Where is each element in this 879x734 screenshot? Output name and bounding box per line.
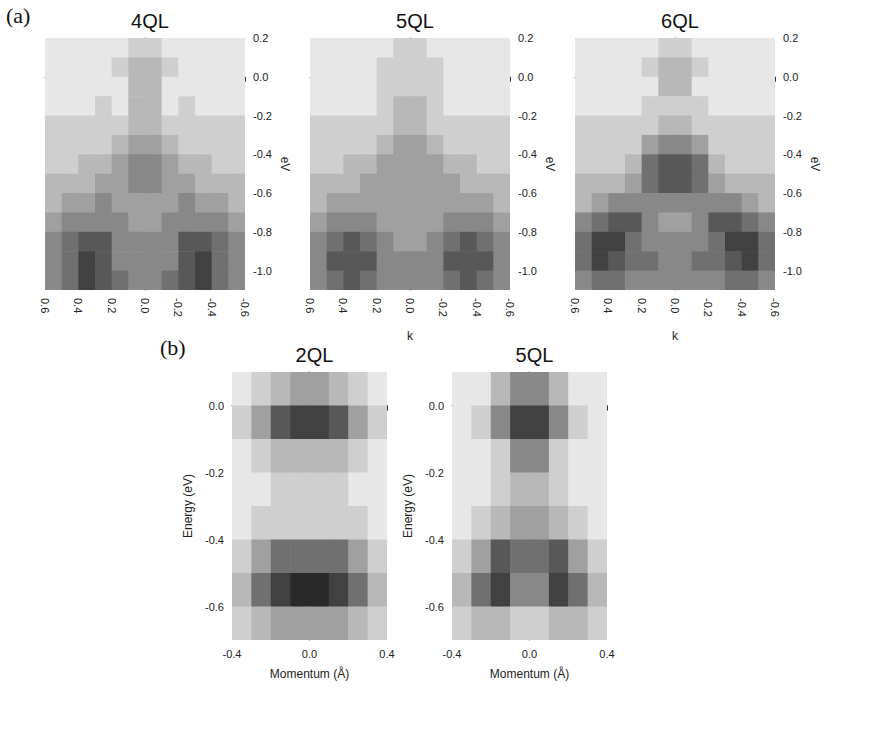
svg-text:-0.6: -0.6 bbox=[504, 298, 516, 317]
svg-text:-1.0: -1.0 bbox=[518, 265, 537, 277]
svg-text:0.2: 0.2 bbox=[636, 298, 648, 313]
svg-text:0.4: 0.4 bbox=[379, 648, 394, 660]
svg-text:-0.6: -0.6 bbox=[783, 187, 802, 199]
svg-text:k: k bbox=[672, 329, 679, 343]
svg-text:Momentum (Å): Momentum (Å) bbox=[270, 666, 349, 681]
svg-text:eV: eV bbox=[278, 157, 292, 172]
svg-text:0.0: 0.0 bbox=[253, 71, 268, 83]
svg-text:eV: eV bbox=[543, 157, 557, 172]
svg-text:5QL: 5QL bbox=[516, 344, 554, 366]
svg-text:-0.4: -0.4 bbox=[518, 148, 537, 160]
svg-text:4QL: 4QL bbox=[131, 10, 169, 32]
svg-text:0.2: 0.2 bbox=[518, 32, 533, 44]
svg-text:-0.6: -0.6 bbox=[425, 601, 444, 613]
svg-text:0.2: 0.2 bbox=[371, 298, 383, 313]
svg-text:-0.2: -0.2 bbox=[253, 110, 272, 122]
svg-text:-0.2: -0.2 bbox=[702, 298, 714, 317]
svg-text:-0.8: -0.8 bbox=[518, 226, 537, 238]
svg-text:-0.8: -0.8 bbox=[783, 226, 802, 238]
svg-text:0.0: 0.0 bbox=[429, 400, 444, 412]
svg-text:-0.6: -0.6 bbox=[769, 298, 781, 317]
svg-text:Momentum (Å): Momentum (Å) bbox=[490, 666, 569, 681]
svg-text:-1.0: -1.0 bbox=[783, 265, 802, 277]
svg-text:0.0: 0.0 bbox=[669, 298, 681, 313]
svg-text:6QL: 6QL bbox=[661, 10, 699, 32]
svg-text:-0.6: -0.6 bbox=[239, 298, 251, 317]
svg-text:-0.4: -0.4 bbox=[736, 298, 748, 317]
svg-text:-0.4: -0.4 bbox=[425, 534, 444, 546]
svg-text:-0.2: -0.2 bbox=[205, 467, 224, 479]
svg-text:0.0: 0.0 bbox=[783, 71, 798, 83]
svg-text:-0.4: -0.4 bbox=[223, 648, 242, 660]
svg-text:-0.2: -0.2 bbox=[172, 298, 184, 317]
svg-text:0.4: 0.4 bbox=[337, 298, 349, 313]
svg-text:0.2: 0.2 bbox=[253, 32, 268, 44]
svg-text:-0.6: -0.6 bbox=[253, 187, 272, 199]
svg-text:eV: eV bbox=[808, 157, 822, 172]
svg-text:0.0: 0.0 bbox=[522, 648, 537, 660]
svg-text:-0.4: -0.4 bbox=[206, 298, 218, 317]
svg-text:Energy (eV): Energy (eV) bbox=[181, 474, 195, 538]
svg-text:0.0: 0.0 bbox=[302, 648, 317, 660]
svg-text:0.0: 0.0 bbox=[209, 400, 224, 412]
svg-text:-0.4: -0.4 bbox=[205, 534, 224, 546]
svg-text:2QL: 2QL bbox=[296, 344, 334, 366]
svg-text:0.2: 0.2 bbox=[106, 298, 118, 313]
svg-text:-0.2: -0.2 bbox=[518, 110, 537, 122]
svg-text:-0.2: -0.2 bbox=[437, 298, 449, 317]
svg-text:0.0: 0.0 bbox=[518, 71, 533, 83]
svg-text:-0.4: -0.4 bbox=[253, 148, 272, 160]
svg-text:0.4: 0.4 bbox=[602, 298, 614, 313]
svg-text:(a): (a) bbox=[6, 3, 30, 28]
svg-text:0.0: 0.0 bbox=[139, 298, 151, 313]
svg-text:0.4: 0.4 bbox=[72, 298, 84, 313]
svg-text:-0.6: -0.6 bbox=[205, 601, 224, 613]
svg-text:(b): (b) bbox=[160, 335, 186, 360]
svg-text:k: k bbox=[407, 329, 414, 343]
svg-text:0.6: 0.6 bbox=[304, 298, 316, 313]
svg-text:5QL: 5QL bbox=[396, 10, 434, 32]
svg-text:-0.8: -0.8 bbox=[253, 226, 272, 238]
svg-text:-0.6: -0.6 bbox=[518, 187, 537, 199]
svg-text:-0.4: -0.4 bbox=[783, 148, 802, 160]
svg-text:0.2: 0.2 bbox=[783, 32, 798, 44]
svg-text:-0.4: -0.4 bbox=[443, 648, 462, 660]
svg-text:-0.2: -0.2 bbox=[425, 467, 444, 479]
svg-text:0.6: 0.6 bbox=[39, 298, 51, 313]
svg-text:-0.4: -0.4 bbox=[471, 298, 483, 317]
svg-text:-1.0: -1.0 bbox=[253, 265, 272, 277]
svg-text:0.6: 0.6 bbox=[569, 298, 581, 313]
svg-text:Energy (eV): Energy (eV) bbox=[401, 474, 415, 538]
svg-text:0.4: 0.4 bbox=[599, 648, 614, 660]
svg-text:-0.2: -0.2 bbox=[783, 110, 802, 122]
svg-text:0.0: 0.0 bbox=[404, 298, 416, 313]
